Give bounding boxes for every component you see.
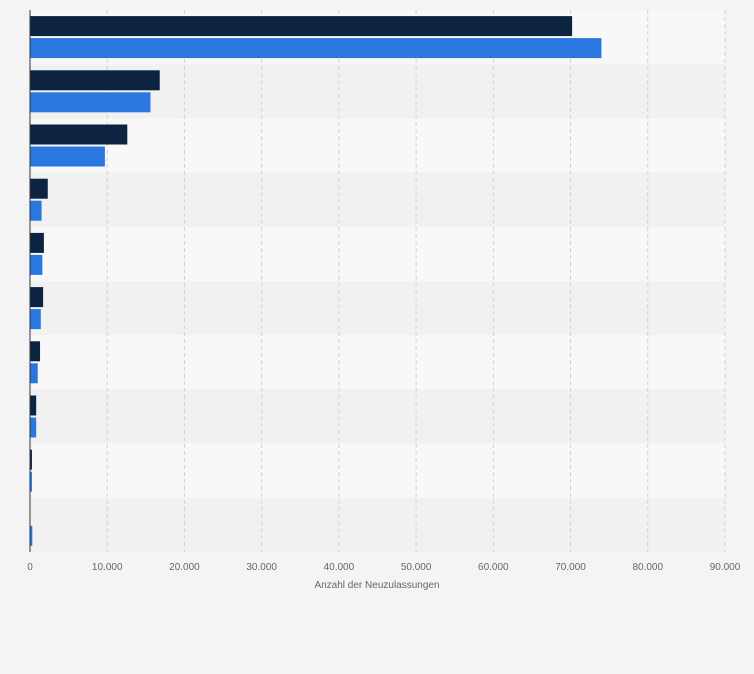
x-tick-label: 10.000 [92,562,123,573]
bar-series-2[interactable] [30,254,43,275]
x-tick-label: 80.000 [632,562,663,573]
row-band [30,335,725,390]
row-band [30,172,725,227]
x-axis-label: Anzahl der Neuzulassungen [314,580,439,591]
bar-series-2[interactable] [30,417,37,438]
bar-series-1[interactable] [30,395,37,416]
bar-series-1[interactable] [30,124,128,145]
bar-series-1[interactable] [30,449,32,470]
grid-lines [106,10,726,552]
bar-series-2[interactable] [30,200,42,221]
bar-series-1[interactable] [30,178,48,199]
row-band [30,497,725,552]
x-tick-label: 30.000 [246,562,277,573]
row-band [30,389,725,444]
x-tick-labels: 0 10.000 20.000 30.000 40.000 50.000 60.000 70.… [27,562,741,573]
bar-series-1[interactable] [30,341,41,362]
bar-series-2[interactable] [30,471,32,492]
row-bands [30,10,725,552]
bar-series-2[interactable] [30,525,33,546]
bar-series-2[interactable] [30,309,41,330]
bar-series-1[interactable] [30,287,44,308]
bar-series-2[interactable] [30,38,602,59]
x-tick-label: 0 [27,562,33,573]
x-tick-label: 90.000 [710,562,741,573]
x-tick-label: 50.000 [401,562,432,573]
bar-series-2[interactable] [30,146,105,167]
x-tick-label: 20.000 [169,562,200,573]
x-tick-label: 40.000 [324,562,355,573]
row-band [30,118,725,173]
x-tick-label: 70.000 [555,562,586,573]
bar-series-1[interactable] [30,232,44,253]
row-band [30,443,725,498]
row-band [30,281,725,336]
bar-series-2[interactable] [30,363,38,384]
bar-series-2[interactable] [30,92,151,113]
bars [30,16,602,546]
bar-series-1[interactable] [30,16,573,37]
row-band [30,226,725,281]
bar-series-1[interactable] [30,70,160,91]
x-tick-label: 60.000 [478,562,509,573]
